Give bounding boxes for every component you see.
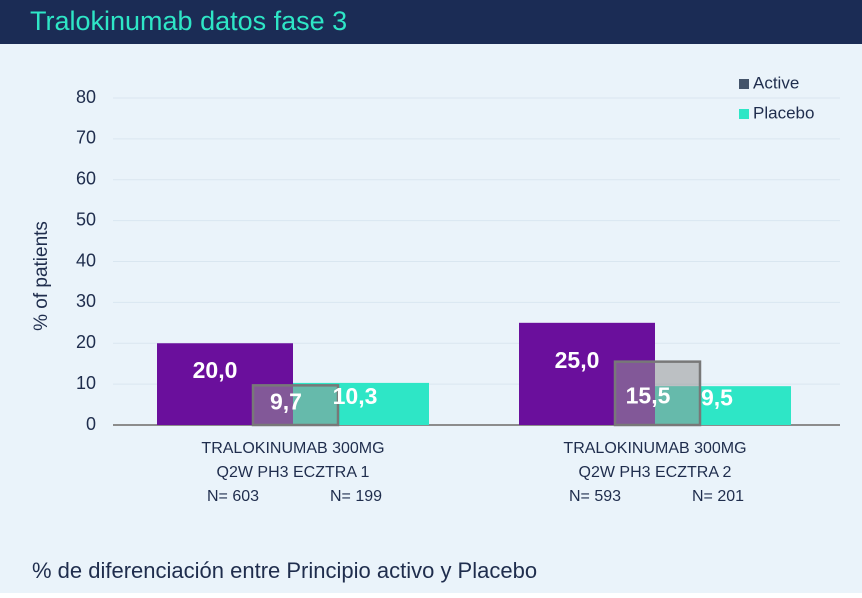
difference-label: 15,5 <box>626 382 671 408</box>
legend-label: Active <box>753 73 799 92</box>
y-axis-label: % of patients <box>31 221 52 331</box>
x-tick-label: TRALOKINUMAB 300MG <box>563 440 746 457</box>
n-label: N= 593 <box>569 488 621 505</box>
footer-note: % de diferenciación entre Principio acti… <box>32 558 537 583</box>
x-tick-label: Q2W PH3 ECZTRA 1 <box>217 464 370 481</box>
legend-label: Placebo <box>753 103 814 122</box>
value-label: 9,5 <box>701 385 733 411</box>
value-label: 10,3 <box>333 383 378 409</box>
legend-swatch <box>739 79 749 89</box>
y-tick-label: 40 <box>76 250 96 270</box>
x-tick-label: Q2W PH3 ECZTRA 2 <box>579 464 732 481</box>
chart-title: Tralokinumab datos fase 3 <box>30 6 347 36</box>
legend-swatch <box>739 109 749 119</box>
y-tick-label: 50 <box>76 209 96 229</box>
difference-box <box>613 360 702 427</box>
y-tick-label: 10 <box>76 373 96 393</box>
y-tick-label: 80 <box>76 87 96 107</box>
difference-box <box>251 384 340 427</box>
y-tick-label: 60 <box>76 169 96 189</box>
n-label: N= 199 <box>330 488 382 505</box>
y-tick-label: 70 <box>76 128 96 148</box>
y-tick-label: 30 <box>76 291 96 311</box>
x-tick-label: TRALOKINUMAB 300MG <box>201 440 384 457</box>
value-label: 20,0 <box>193 357 238 383</box>
value-label: 25,0 <box>555 347 600 373</box>
difference-label: 9,7 <box>270 388 302 414</box>
y-tick-label: 0 <box>86 414 96 434</box>
n-label: N= 603 <box>207 488 259 505</box>
y-tick-label: 20 <box>76 332 96 352</box>
header-bar <box>0 0 862 44</box>
n-label: N= 201 <box>692 488 744 505</box>
